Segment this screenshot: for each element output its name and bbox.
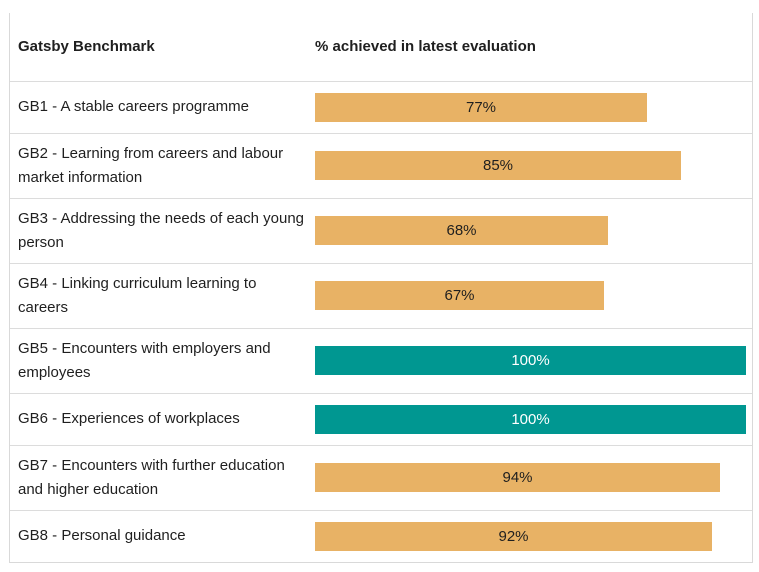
- value-label: 85%: [482, 157, 514, 174]
- bar-gb6: 100%: [315, 405, 746, 434]
- table-row: GB5 - Encounters with employers and empl…: [10, 329, 752, 394]
- table-row: GB1 - A stable careers programme 77%: [10, 82, 752, 134]
- bar-gb5: 100%: [315, 346, 746, 375]
- benchmark-label: GB3 - Addressing the needs of each young…: [18, 210, 305, 251]
- benchmark-label: GB8 - Personal guidance: [18, 527, 186, 544]
- benchmark-label: GB6 - Experiences of workplaces: [18, 410, 240, 427]
- value-label: 92%: [498, 528, 529, 545]
- table-row: GB3 - Addressing the needs of each young…: [10, 199, 752, 264]
- benchmark-label: GB4 - Linking curriculum learning to car…: [18, 275, 257, 316]
- bar-gb7: 94%: [315, 463, 720, 492]
- bar-gb8: 92%: [315, 522, 712, 551]
- table-row: GB2 - Learning from careers and labour m…: [10, 134, 752, 199]
- bar-gb3: 68%: [315, 216, 608, 245]
- bar-gb1: 77%: [315, 93, 647, 122]
- benchmark-label: GB1 - A stable careers programme: [18, 98, 249, 115]
- table-row: GB7 - Encounters with further education …: [10, 446, 752, 511]
- bar-gb2: 85%: [315, 151, 681, 180]
- value-label: 67%: [444, 287, 475, 304]
- table-row: GB6 - Experiences of workplaces 100%: [10, 394, 752, 446]
- value-label: 100%: [511, 352, 550, 369]
- value-label: 94%: [502, 469, 533, 486]
- bar-gb4: 67%: [315, 281, 604, 310]
- header-benchmark: Gatsby Benchmark: [18, 38, 155, 55]
- value-label: 68%: [446, 222, 477, 239]
- table-row: GB4 - Linking curriculum learning to car…: [10, 264, 752, 329]
- value-label: 77%: [465, 99, 497, 116]
- header-row: Gatsby Benchmark % achieved in latest ev…: [10, 13, 752, 82]
- header-percent: % achieved in latest evaluation: [315, 38, 536, 55]
- benchmark-label: GB7 - Encounters with further education …: [18, 457, 285, 498]
- benchmark-table: Gatsby Benchmark % achieved in latest ev…: [9, 13, 753, 563]
- benchmark-label: GB2 - Learning from careers and labour m…: [18, 145, 284, 186]
- value-label: 100%: [511, 411, 550, 428]
- benchmark-label: GB5 - Encounters with employers and empl…: [18, 340, 271, 381]
- table-row: GB8 - Personal guidance 92%: [10, 511, 752, 562]
